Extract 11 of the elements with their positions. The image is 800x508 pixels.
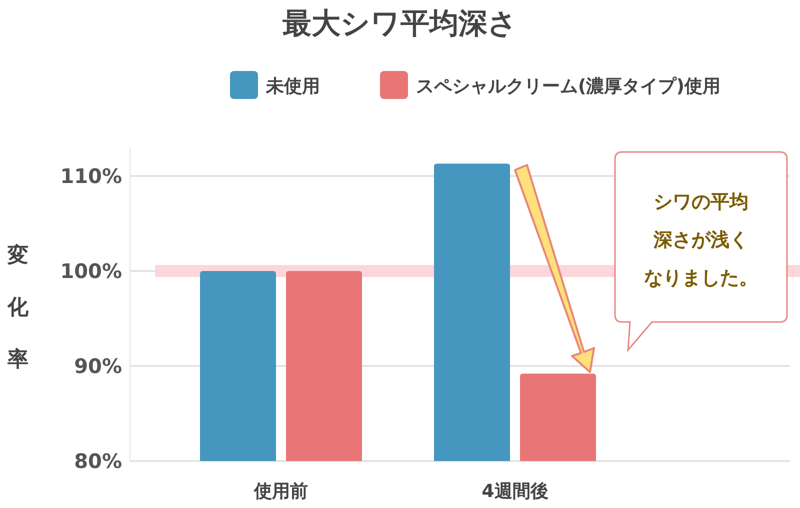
y-tick-label: 100% <box>60 259 122 283</box>
y-tick-label: 80% <box>74 449 122 473</box>
y-tick-label: 110% <box>60 164 122 188</box>
y-tick-label: 90% <box>74 354 122 378</box>
legend-label: スペシャルクリーム(濃厚タイプ)使用 <box>416 76 720 97</box>
x-tick-label: 使用前 <box>253 481 308 502</box>
annotation: シワの平均深さが浅くなりました。 <box>644 191 758 289</box>
chart-title: 最大シワ平均深さ <box>282 6 518 40</box>
legend-label: 未使用 <box>265 76 320 97</box>
x-tick-label: 4週間後 <box>482 481 548 502</box>
text: 変化率 <box>8 243 28 371</box>
